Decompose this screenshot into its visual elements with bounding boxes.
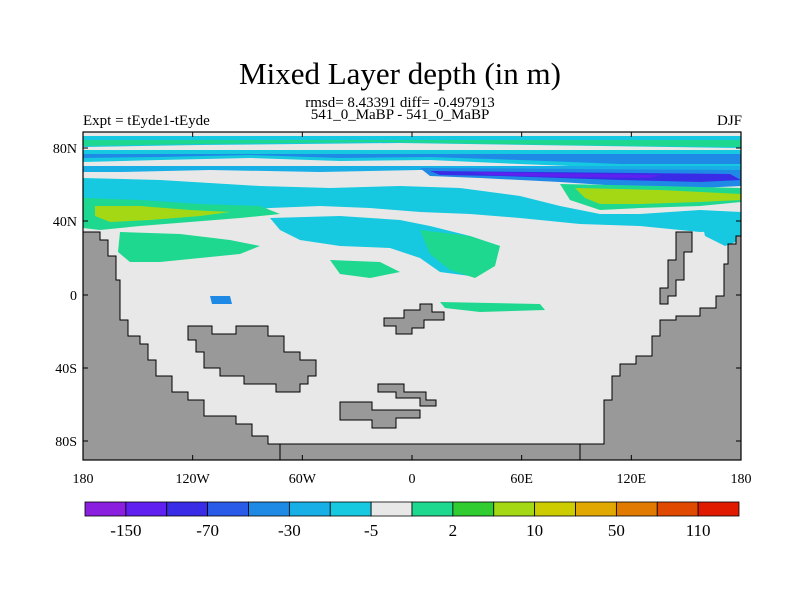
colorbar-swatch: [125, 501, 168, 517]
colorbar-label: -70: [196, 521, 219, 540]
australia-land: [339, 401, 421, 429]
americas-land: [83, 231, 281, 460]
pacific-yellow-patch: [575, 188, 741, 204]
east-cyan-patch: [700, 212, 741, 246]
colorbar-swatch: [615, 501, 658, 517]
x-axis: 180 120W 60W 0 60E 120E 180: [73, 132, 752, 487]
x-tick-label: 120W: [176, 472, 211, 487]
y-tick-label: 0: [70, 289, 77, 304]
x-tick-label: 60W: [289, 472, 317, 487]
colorbar-swatch: [329, 501, 372, 517]
y-tick-label: 80N: [53, 142, 77, 157]
colorbar-label: -150: [110, 521, 141, 540]
colorbar-swatch: [248, 501, 290, 517]
x-tick-label: 180: [731, 472, 752, 487]
colorbar-swatch: [288, 501, 331, 517]
x-tick-label: 180: [73, 472, 94, 487]
map-field: [83, 132, 741, 460]
colorbar-label: 110: [686, 521, 711, 540]
y-tick-label: 40S: [55, 362, 77, 377]
stats-line: rmsd= 8.43391 diff= -0.497913: [305, 95, 495, 111]
arctic-green-band: [83, 140, 741, 147]
colorbar-swatch: [452, 501, 495, 517]
africa-land: [187, 325, 317, 393]
season-label: DJF: [716, 113, 742, 129]
small-green-patch: [330, 260, 400, 278]
subtropic-green-patch: [118, 232, 260, 262]
japan-land: [659, 231, 693, 305]
central-green-patch: [420, 230, 500, 278]
y-tick-label: 40N: [53, 215, 77, 230]
colorbar-swatch: [493, 501, 536, 517]
eurasia-land: [579, 235, 741, 460]
colorbar-label: 50: [608, 521, 625, 540]
midlat-cyan-zone: [83, 178, 741, 232]
colorbar-swatch: [411, 501, 454, 517]
equatorial-green-streak: [440, 302, 545, 312]
pacific-darkest-band: [470, 172, 660, 178]
y-axis: 80N 40N 0 40S 80S: [53, 142, 741, 450]
colorbar-label: -5: [364, 521, 378, 540]
north-blue-band: [83, 154, 741, 164]
tiny-blue-patch: [210, 296, 232, 304]
indonesia-land: [377, 383, 437, 407]
colorbar-swatch: [697, 501, 740, 517]
colorbar-label: -30: [278, 521, 301, 540]
colorbar: -150 -70 -30 -5 2 10 50 110: [84, 501, 740, 540]
colorbar-swatch: [370, 501, 413, 517]
colorbar-label: 2: [449, 521, 458, 540]
colorbar-swatch: [84, 501, 127, 517]
experiment-subtitle: 541_0_MaBP - 541_0_MaBP: [310, 107, 490, 123]
colorbar-swatch: [534, 501, 576, 517]
colorbar-swatch: [166, 501, 209, 517]
x-tick-label: 120E: [617, 472, 647, 487]
antarctica-land: [279, 443, 581, 460]
maritime-land: [383, 303, 445, 335]
y-tick-label: 80S: [55, 435, 77, 450]
atlantic-yellow-patch: [95, 206, 230, 222]
x-tick-label: 0: [409, 472, 416, 487]
colorbar-swatch: [575, 501, 617, 517]
x-tick-label: 60E: [510, 472, 533, 487]
colorbar-swatch: [207, 501, 249, 517]
colorbar-label: 10: [526, 521, 543, 540]
colorbar-swatch: [656, 501, 699, 517]
experiment-label: Expt = tEyde1-tEyde: [83, 113, 210, 129]
map-title: Mixed Layer depth (in m): [239, 56, 561, 91]
